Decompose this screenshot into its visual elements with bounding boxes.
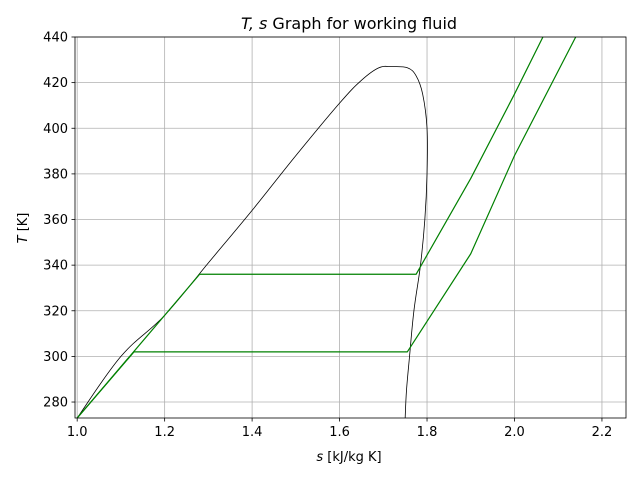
x-tick-label: 1.2	[154, 425, 175, 440]
plot-area: 1.0 1.2 1.4 1.6 1.8 2.0 2.2 280 300 320 340 360 380 4…	[43, 31, 627, 441]
x-tick-label: 1.8	[417, 425, 438, 440]
y-tick-label: 320	[43, 304, 68, 319]
saturation-dome-line	[76, 65, 428, 418]
x-tick-label: 2.0	[504, 425, 525, 440]
x-tick-label: 1.6	[329, 425, 350, 440]
y-tick-label: 360	[43, 213, 68, 228]
x-tick-label: 1.4	[242, 425, 263, 440]
chart-title: T, s Graph for working fluid	[241, 14, 457, 33]
series-layer	[76, 37, 577, 418]
y-tick-label: 400	[43, 122, 68, 137]
tick-layer: 1.0 1.2 1.4 1.6 1.8 2.0 2.2 280 300 320 340 360 380 4…	[43, 31, 612, 441]
y-tick-label: 420	[43, 76, 68, 91]
x-tick-label: 2.2	[592, 425, 613, 440]
y-tick-label: 300	[43, 350, 68, 365]
grid-layer	[75, 36, 626, 418]
isobar-line	[76, 37, 544, 418]
y-axis-title: T [K]	[16, 213, 31, 244]
y-tick-label: 340	[43, 259, 68, 274]
y-tick-label: 380	[43, 167, 68, 182]
axes-frame	[74, 36, 627, 419]
x-axis-title: s [kJ/kg K]	[316, 450, 381, 465]
axes-background	[75, 37, 626, 418]
x-tick-label: 1.0	[67, 425, 88, 440]
y-tick-label: 440	[43, 31, 68, 46]
isobar-line	[76, 37, 577, 418]
y-tick-label: 280	[43, 396, 68, 411]
